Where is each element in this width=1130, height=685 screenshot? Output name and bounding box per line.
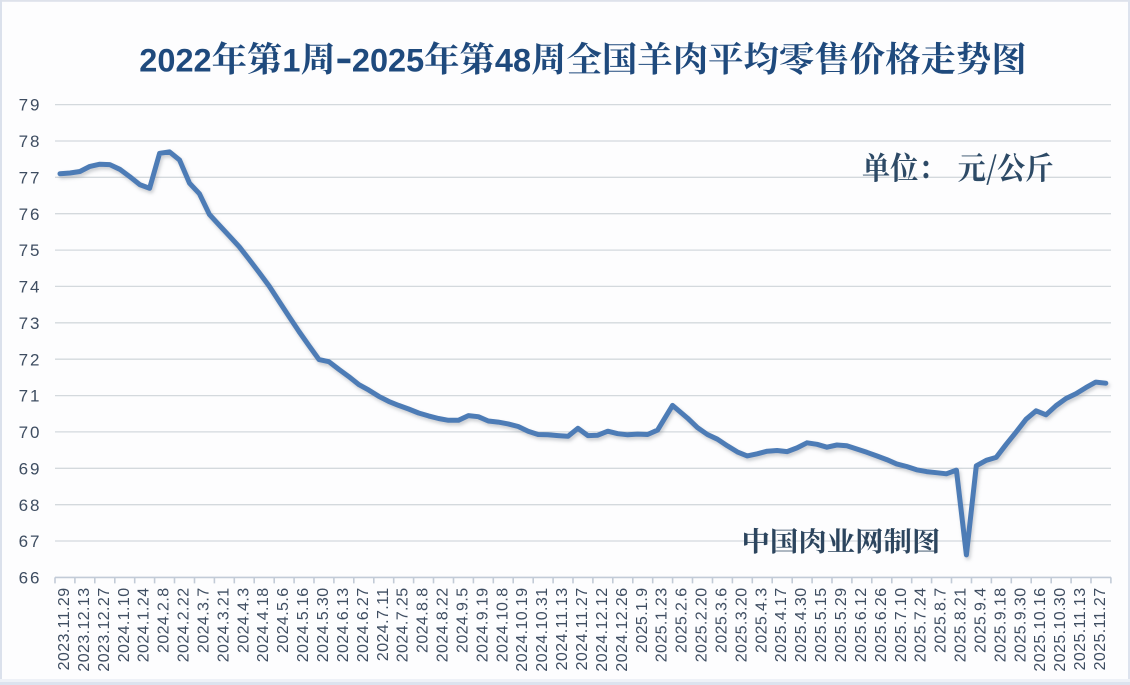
svg-text:2024.12.26: 2024.12.26	[614, 588, 631, 672]
svg-text:2025.9.30: 2025.9.30	[1012, 588, 1029, 663]
svg-text:2024.5.16: 2024.5.16	[295, 588, 312, 663]
svg-text:2025.6.26: 2025.6.26	[873, 588, 890, 663]
svg-text:2024.10.31: 2024.10.31	[534, 588, 551, 672]
svg-text:2024.9.19: 2024.9.19	[474, 588, 491, 663]
svg-text:68: 68	[19, 496, 42, 515]
svg-text:2024.3.7: 2024.3.7	[196, 588, 213, 653]
svg-text:2025.10.16: 2025.10.16	[1032, 588, 1049, 672]
svg-text:76: 76	[19, 205, 42, 224]
svg-text:2024.5.30: 2024.5.30	[315, 588, 332, 663]
svg-text:2025.11.27: 2025.11.27	[1092, 588, 1109, 671]
svg-text:2024.10.8: 2024.10.8	[494, 588, 511, 663]
svg-text:2025.6.12: 2025.6.12	[853, 588, 870, 663]
svg-text:67: 67	[19, 532, 42, 551]
svg-text:78: 78	[19, 132, 42, 151]
svg-text:73: 73	[19, 314, 42, 333]
svg-text:2024.3.21: 2024.3.21	[215, 588, 232, 663]
svg-text:74: 74	[19, 278, 42, 297]
svg-text:48: 48	[495, 43, 531, 79]
svg-text:72: 72	[19, 350, 42, 369]
svg-text:66: 66	[19, 569, 42, 588]
svg-text:2024.6.27: 2024.6.27	[355, 588, 372, 663]
svg-text:2025.3.20: 2025.3.20	[733, 588, 750, 663]
svg-text:2024.2.22: 2024.2.22	[176, 588, 193, 663]
svg-text:2025.1.23: 2025.1.23	[654, 588, 671, 663]
svg-text:2024.8.8: 2024.8.8	[415, 588, 432, 653]
svg-text:2025: 2025	[352, 43, 424, 79]
svg-text:2024.4.18: 2024.4.18	[255, 588, 272, 663]
svg-text:2025.9.4: 2025.9.4	[973, 588, 990, 653]
svg-text:2024.9.5: 2024.9.5	[455, 588, 472, 653]
svg-text:2025.8.21: 2025.8.21	[953, 588, 970, 663]
svg-text:2025.7.10: 2025.7.10	[893, 588, 910, 663]
svg-text:2023.11.29: 2023.11.29	[56, 588, 73, 671]
svg-text:2024.1.10: 2024.1.10	[116, 588, 133, 663]
svg-text:2025.5.15: 2025.5.15	[813, 588, 830, 663]
svg-text:70: 70	[19, 423, 42, 442]
svg-text:2024.11.27: 2024.11.27	[574, 588, 591, 671]
svg-text:2024.7.25: 2024.7.25	[395, 588, 412, 663]
svg-text:69: 69	[19, 459, 42, 478]
svg-text:2024.1.24: 2024.1.24	[136, 588, 153, 663]
svg-text:77: 77	[19, 168, 42, 187]
svg-text:2025.9.18: 2025.9.18	[992, 588, 1009, 663]
svg-text:2024.10.19: 2024.10.19	[514, 588, 531, 672]
svg-text:2025.4.17: 2025.4.17	[773, 588, 790, 663]
svg-text:2024.2.8: 2024.2.8	[156, 588, 173, 653]
svg-text:2025.5.29: 2025.5.29	[833, 588, 850, 663]
svg-text:2025.1.9: 2025.1.9	[634, 588, 651, 653]
svg-text:2025.10.30: 2025.10.30	[1052, 588, 1069, 672]
svg-text:2024.5.6: 2024.5.6	[275, 588, 292, 653]
svg-text:2025.4.30: 2025.4.30	[793, 588, 810, 663]
svg-text:2025.4.3: 2025.4.3	[753, 588, 770, 653]
svg-text:2025.3.6: 2025.3.6	[714, 588, 731, 653]
svg-text:2023.12.27: 2023.12.27	[96, 588, 113, 672]
svg-text:2024.8.22: 2024.8.22	[435, 588, 452, 663]
svg-text:2025.11.13: 2025.11.13	[1072, 588, 1089, 671]
svg-text:71: 71	[19, 387, 42, 406]
svg-text:2022: 2022	[139, 43, 211, 79]
svg-text:2024.7.11: 2024.7.11	[375, 588, 392, 662]
svg-text:79: 79	[19, 96, 42, 115]
svg-text:2024.12.12: 2024.12.12	[594, 588, 611, 672]
svg-text:2024.6.13: 2024.6.13	[335, 588, 352, 663]
svg-text:2024.11.13: 2024.11.13	[554, 588, 571, 671]
svg-text:2023.12.13: 2023.12.13	[76, 588, 93, 672]
svg-text:2024.4.3: 2024.4.3	[235, 588, 252, 653]
svg-text:2025.2.6: 2025.2.6	[674, 588, 691, 653]
svg-text:2025.2.20: 2025.2.20	[694, 588, 711, 663]
svg-text:75: 75	[19, 241, 42, 260]
svg-text:1: 1	[282, 43, 300, 79]
svg-text:2025.8.7: 2025.8.7	[933, 588, 950, 653]
svg-text:2025.7.24: 2025.7.24	[913, 588, 930, 663]
